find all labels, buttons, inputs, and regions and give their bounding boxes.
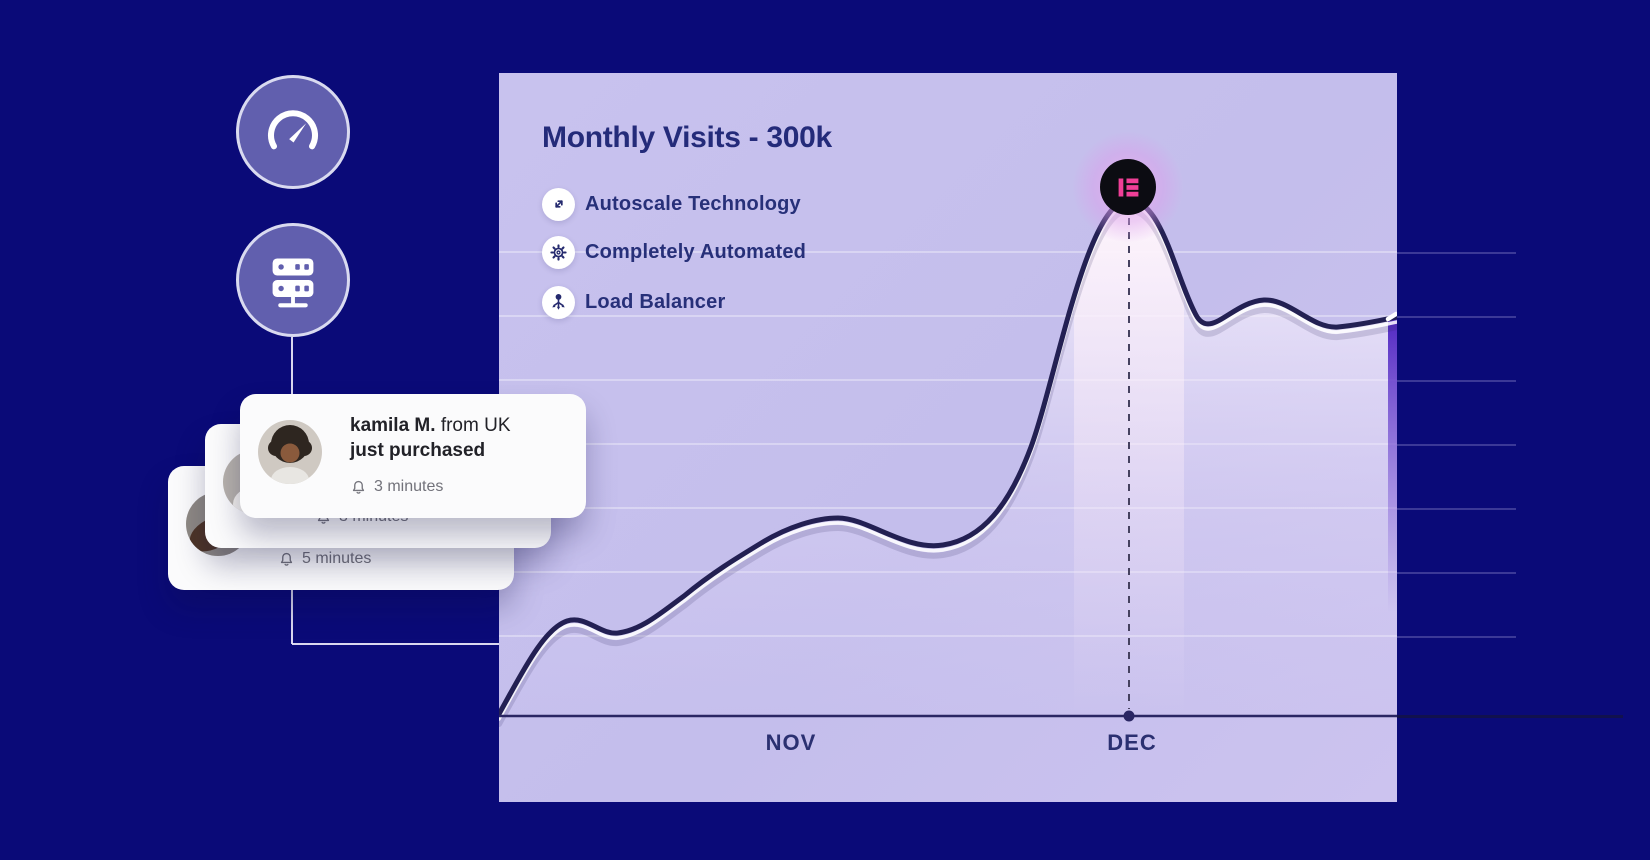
time-text: 5 minutes [302,550,372,567]
curve-end-tick [1385,311,1397,322]
feature-icon-circle [542,235,575,269]
gridline-extension [1397,252,1516,254]
time-text: 3 minutes [374,478,444,495]
chart-panel: Monthly Visits - 300k Autoscale Technolo… [499,73,1397,802]
feature-autoscale: Autoscale Technology [542,187,801,221]
gridline-extension [1397,508,1516,510]
purchaser-name: kamila M. [350,415,436,436]
elementor-logo-icon [1118,178,1138,196]
avatar [258,420,322,484]
connector-vertical-top [291,337,293,394]
visits-line-chart [499,197,1397,727]
purchaser-line: kamila M. from UK [350,414,511,438]
curve-shadow [499,206,1397,727]
feature-label: Load Balancer [585,290,726,313]
purchase-action: just purchased [350,440,486,461]
right-edge-strip [1388,317,1397,617]
load-balancer-icon [552,293,565,310]
feature-automated: Completely Automated [542,235,806,269]
gridline-extension [1397,572,1516,574]
connector-vertical-bottom [291,586,293,644]
expand-arrows-icon [554,200,563,208]
speedometer-icon [267,110,319,150]
x-axis-extension [1397,715,1623,718]
time-row: 3 minutes [350,478,443,496]
notification-card-front: kamila M. from UK just purchased 3 minut… [240,394,586,518]
server-badge [236,223,350,337]
connector-horizontal [292,643,499,645]
time-row: 5 minutes [278,550,371,568]
feature-icon-circle [542,285,575,319]
gridline-extension [1397,380,1516,382]
bell-icon [280,552,293,566]
feature-icon-circle [542,187,575,221]
x-tick-nov: NOV [765,730,817,755]
speedometer-badge [236,75,350,189]
feature-load-balancer: Load Balancer [542,285,725,319]
gridline-extension [1397,316,1516,318]
curve-highlight [499,203,1397,721]
elementor-logo [1100,159,1156,215]
gear-icon [550,243,567,261]
chart-title: Monthly Visits - 300k [542,121,832,154]
bell-icon [352,480,365,494]
purchaser-location: from UK [435,415,511,436]
notification-text: kamila M. from UK just purchased [350,414,511,463]
feature-label: Autoscale Technology [585,192,801,215]
server-icon [272,258,314,308]
axis-dot [1123,710,1135,722]
visits-curve [499,197,1397,717]
x-tick-dec: DEC [1107,730,1157,755]
gridline-extension [1397,636,1516,638]
gridline-extension [1397,444,1516,446]
feature-label: Completely Automated [585,240,807,263]
